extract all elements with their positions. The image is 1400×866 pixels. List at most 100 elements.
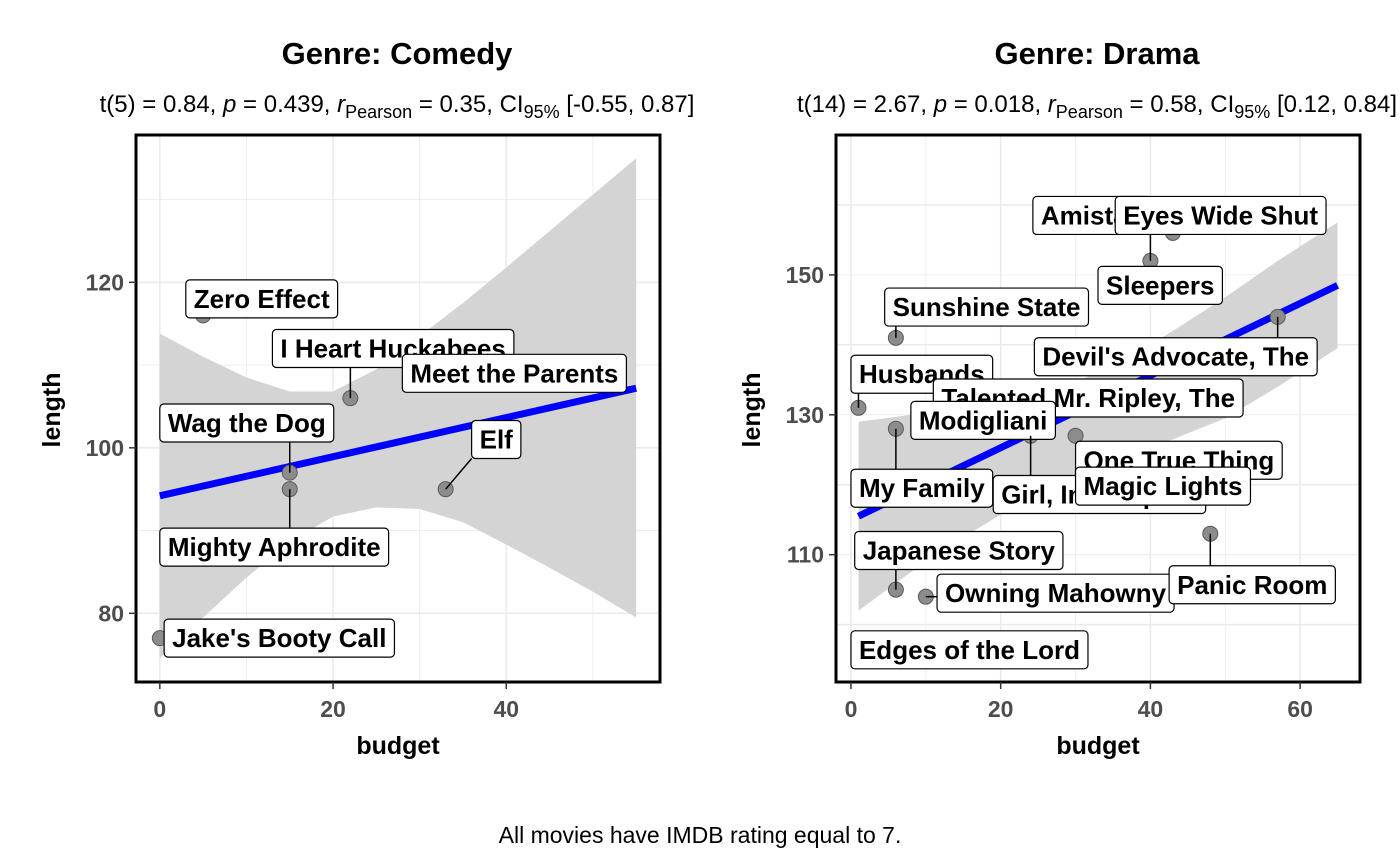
subtitle-p-symbol: p [933,91,947,118]
point-label-box [1168,565,1336,605]
x-tick-label: 40 [493,696,519,722]
subtitle-p-symbol: p [222,91,236,118]
point-label-text: Japanese Story [863,535,1056,565]
subtitle-r-symbol: r [1048,91,1057,118]
point-label-text: Devil's Advocate, The [1042,342,1309,372]
point-label-text: Eyes Wide Shut [1123,200,1318,230]
point-label: Wag the Dog [159,403,335,473]
subtitle-r-value: = 0.35, CI [412,91,523,118]
point-label: Meet the Parents [401,353,628,393]
y-axis-title: length [38,373,66,448]
point-label-box [185,279,339,319]
point-label: Devil's Advocate, The [1033,316,1318,377]
point-label-box [850,468,994,508]
point-label-text: Sleepers [1106,270,1214,300]
point-label: Sunshine State [884,287,1090,338]
subtitle-ci-subscript: 95% [524,102,560,122]
x-tick-label: 60 [1287,696,1313,722]
subtitle-ci-value: [-0.55, 0.87] [560,91,695,118]
point-label-text: Elf [480,425,514,455]
point-label: Zero Effect [185,279,339,319]
y-tick-label: 120 [86,269,124,295]
panel-subtitle-drama: t(14) = 2.67, p = 0.018, rPearson = 0.58… [797,91,1397,122]
point-label-box [159,403,335,443]
panel-drama: Genre: Drama t(14) = 2.67, p = 0.018, rP… [738,36,1397,760]
panel-title-drama: Genre: Drama [994,36,1200,71]
x-axis-title: budget [1056,732,1140,760]
subtitle-p-value: = 0.018, [947,91,1048,118]
point-label-box [401,353,628,393]
point-label-box [910,400,1057,440]
point-label-box [163,618,396,658]
y-tick-label: 130 [786,402,824,428]
point-label-text: Panic Room [1177,570,1327,600]
point-label-box [1114,195,1327,236]
point-label-text: Wag the Dog [168,408,326,438]
point-label-text: Magic Lights [1084,471,1243,501]
x-tick-label: 0 [153,696,166,722]
y-axis: 110 130 150 [786,262,836,568]
point-label-text: My Family [859,473,985,503]
x-tick-label: 20 [320,696,346,722]
subtitle-p-value: = 0.439, [236,91,337,118]
subtitle-r-subscript: Pearson [345,102,412,122]
panel-subtitle-comedy: t(5) = 0.84, p = 0.439, rPearson = 0.35,… [100,91,695,122]
plot-border [134,133,662,684]
point-label-text: Zero Effect [194,284,330,314]
point-label-text: Mighty Aphrodite [168,532,381,562]
regression-line [159,384,637,500]
y-tick-label: 110 [787,542,824,568]
point-label: Edges of the Lord [850,630,1089,670]
x-axis: 0 20 40 60 [845,682,1313,722]
point-label-text: Sunshine State [893,292,1081,322]
panel-title-comedy: Genre: Comedy [282,36,514,71]
subtitle-r-symbol: r [337,91,346,118]
subtitle-ci-value: [0.12, 0.84] [1270,91,1397,118]
subtitle-ci-subscript: 95% [1234,102,1270,122]
label-leader-line [445,458,473,490]
point-label-box [471,419,522,460]
point-label: Japanese Story [854,530,1064,590]
point-label-text: Owning Mahowny [945,578,1167,608]
point-label-text: Jake's Booty Call [172,623,386,653]
point-label: My Family [850,428,994,508]
panel-comedy: Genre: Comedy t(5) = 0.84, p = 0.439, rP… [38,36,694,760]
x-tick-label: 40 [1138,696,1164,722]
y-tick-label: 150 [786,262,824,288]
point-label: Sleepers [1097,265,1224,305]
subtitle-r-subscript: Pearson [1056,102,1123,122]
subtitle-stat: t(5) = 0.84, [100,91,223,118]
point-label: Mighty Aphrodite [159,489,390,567]
point-label-box [159,527,390,567]
point-label: Jake's Booty Call [163,618,396,658]
point-label: Eyes Wide Shut [1114,195,1327,236]
point-label-box [1074,466,1252,506]
point-label-text: Modigliani [919,405,1048,435]
y-tick-label: 80 [98,600,124,626]
subtitle-r-value: = 0.58, CI [1123,91,1234,118]
y-tick-label: 100 [86,435,124,461]
point-label-box [850,630,1089,670]
x-tick-label: 0 [845,696,858,722]
point-label-box [1097,265,1224,305]
point-label: Owning Mahowny [925,573,1175,613]
point-label: Panic Room [1168,533,1336,605]
plot-border [834,133,1362,684]
subtitle-stat: t(14) = 2.67, [797,91,934,118]
y-axis: 80 100 120 [86,269,136,626]
point-label: Modigliani [910,400,1057,440]
x-axis-title: budget [356,732,440,760]
y-axis-title: length [738,373,766,448]
point-label-box [1033,337,1318,377]
point-label-text: Edges of the Lord [859,635,1080,665]
x-tick-label: 20 [988,696,1014,722]
point-label: Magic Lights [1074,466,1252,506]
x-axis: 0 20 40 [153,682,519,722]
point-label: Elf [445,419,522,490]
point-label-text: Meet the Parents [410,358,618,388]
point-label-box [884,287,1090,327]
figure-caption: All movies have IMDB rating equal to 7. [499,822,902,848]
